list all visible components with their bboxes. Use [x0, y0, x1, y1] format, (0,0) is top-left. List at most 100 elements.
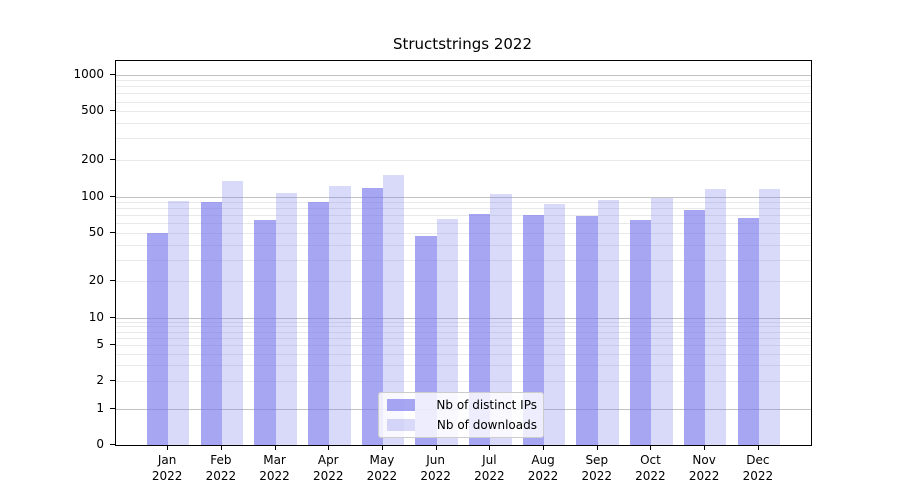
bar-distinct-ips-aug	[522, 215, 545, 445]
x-tick-nov	[704, 445, 705, 450]
x-tick-year: 2022	[635, 469, 666, 483]
bar-distinct-ips-jan	[146, 232, 169, 445]
gridline-minor-9	[116, 321, 811, 323]
x-tick-label-jan: Jan 2022	[137, 452, 197, 484]
gridline-minor-4	[116, 353, 811, 355]
y-tick-label-0: 0	[96, 437, 104, 451]
x-tick-month: Jan	[157, 453, 177, 467]
bar-downloads-sep	[597, 200, 620, 445]
bar-downloads-aug	[544, 203, 566, 445]
y-tick-label-1000: 1000	[73, 66, 104, 81]
y-tick-1	[110, 408, 115, 409]
legend-swatch-downloads	[387, 419, 415, 431]
x-tick-year: 2022	[259, 469, 290, 483]
gridline-major-100	[116, 196, 811, 198]
x-tick-month: May	[369, 453, 395, 467]
x-tick-label-sep: Sep 2022	[567, 452, 627, 484]
legend-row-downloads: Nb of downloads	[385, 417, 537, 433]
bar-downloads-jan	[168, 201, 190, 445]
x-tick-month: Jul	[482, 453, 497, 467]
legend: Nb of distinct IPs Nb of downloads	[378, 392, 544, 438]
gridline-minor-200	[116, 159, 811, 161]
x-tick-oct	[650, 445, 651, 450]
gridline-minor-2	[116, 381, 811, 383]
y-tick-label-20: 20	[88, 273, 104, 288]
bar-downloads-feb	[221, 180, 244, 445]
bar-distinct-ips-feb	[200, 202, 222, 445]
bar-downloads-nov	[705, 189, 727, 445]
gridline-minor-900	[116, 80, 811, 82]
gridline-minor-600	[116, 101, 811, 103]
x-tick-label-oct: Oct 2022	[620, 452, 680, 484]
gridline-minor-20	[116, 281, 811, 283]
x-tick-month: Aug	[531, 453, 555, 467]
x-tick-year: 2022	[474, 469, 505, 483]
x-tick-jan	[167, 445, 168, 450]
x-tick-month: Feb	[210, 453, 232, 467]
x-tick-dec	[758, 445, 759, 450]
bar-downloads-mar	[275, 192, 297, 445]
bar-distinct-ips-mar	[254, 219, 276, 445]
y-tick-label-2: 2	[96, 373, 104, 388]
gridline-minor-50	[116, 232, 811, 234]
legend-row-distinct-ips: Nb of distinct IPs	[385, 397, 537, 413]
bar-distinct-ips-apr	[307, 202, 330, 445]
plot-area	[115, 60, 812, 446]
gridline-minor-400	[116, 123, 811, 125]
x-tick-aug	[543, 445, 544, 450]
gridline-major-10	[116, 317, 811, 319]
bar-downloads-oct	[651, 198, 673, 445]
y-tick-100	[110, 196, 115, 197]
bar-downloads-dec	[758, 189, 781, 445]
gridline-minor-5	[116, 345, 811, 347]
y-tick-1000	[110, 74, 115, 75]
bar-downloads-jul	[490, 193, 512, 445]
x-tick-label-jul: Jul 2022	[459, 452, 519, 484]
gridline-minor-6	[116, 337, 811, 339]
x-tick-year: 2022	[527, 469, 559, 483]
y-tick-label-5: 5	[96, 337, 104, 352]
y-tick-2	[110, 380, 115, 381]
bar-downloads-may	[382, 175, 405, 445]
bar-downloads-apr	[329, 185, 351, 445]
y-tick-20	[110, 280, 115, 281]
y-tick-label-500: 500	[81, 103, 104, 118]
x-tick-year: 2022	[581, 469, 613, 483]
bar-downloads-jun	[436, 219, 458, 445]
x-tick-label-apr: Apr 2022	[298, 452, 358, 484]
gridline-minor-80	[116, 208, 811, 210]
x-tick-month: Apr	[317, 453, 339, 467]
gridline-minor-3	[116, 365, 811, 367]
y-tick-label-10: 10	[88, 309, 104, 324]
x-tick-label-nov: Nov 2022	[674, 452, 734, 484]
y-tick-200	[110, 159, 115, 160]
x-tick-feb	[221, 445, 222, 450]
gridline-minor-700	[116, 93, 811, 95]
x-tick-jul	[489, 445, 490, 450]
y-tick-10	[110, 317, 115, 318]
x-tick-month: Mar	[263, 453, 286, 467]
gridline-minor-90	[116, 202, 811, 204]
gridline-minor-70	[116, 215, 811, 217]
legend-swatch-distinct-ips	[387, 399, 415, 411]
y-tick-50	[110, 232, 115, 233]
x-tick-sep	[597, 445, 598, 450]
bar-distinct-ips-dec	[737, 217, 759, 445]
chart-title: Structstrings 2022	[392, 35, 533, 53]
x-tick-year: 2022	[688, 469, 720, 483]
x-tick-month: Dec	[746, 453, 770, 467]
x-tick-apr	[328, 445, 329, 450]
x-tick-label-dec: Dec 2022	[728, 452, 788, 484]
gridline-major-1000	[116, 74, 811, 76]
bar-distinct-ips-oct	[630, 219, 652, 445]
x-tick-year: 2022	[151, 469, 183, 483]
bar-distinct-ips-sep	[576, 215, 598, 445]
legend-label-downloads: Nb of downloads	[436, 418, 537, 432]
bar-distinct-ips-may	[361, 187, 383, 445]
x-tick-year: 2022	[312, 469, 344, 483]
x-tick-label-may: May 2022	[352, 452, 412, 484]
y-tick-label-100: 100	[81, 188, 104, 203]
y-tick-500	[110, 110, 115, 111]
gridline-minor-30	[116, 259, 811, 261]
